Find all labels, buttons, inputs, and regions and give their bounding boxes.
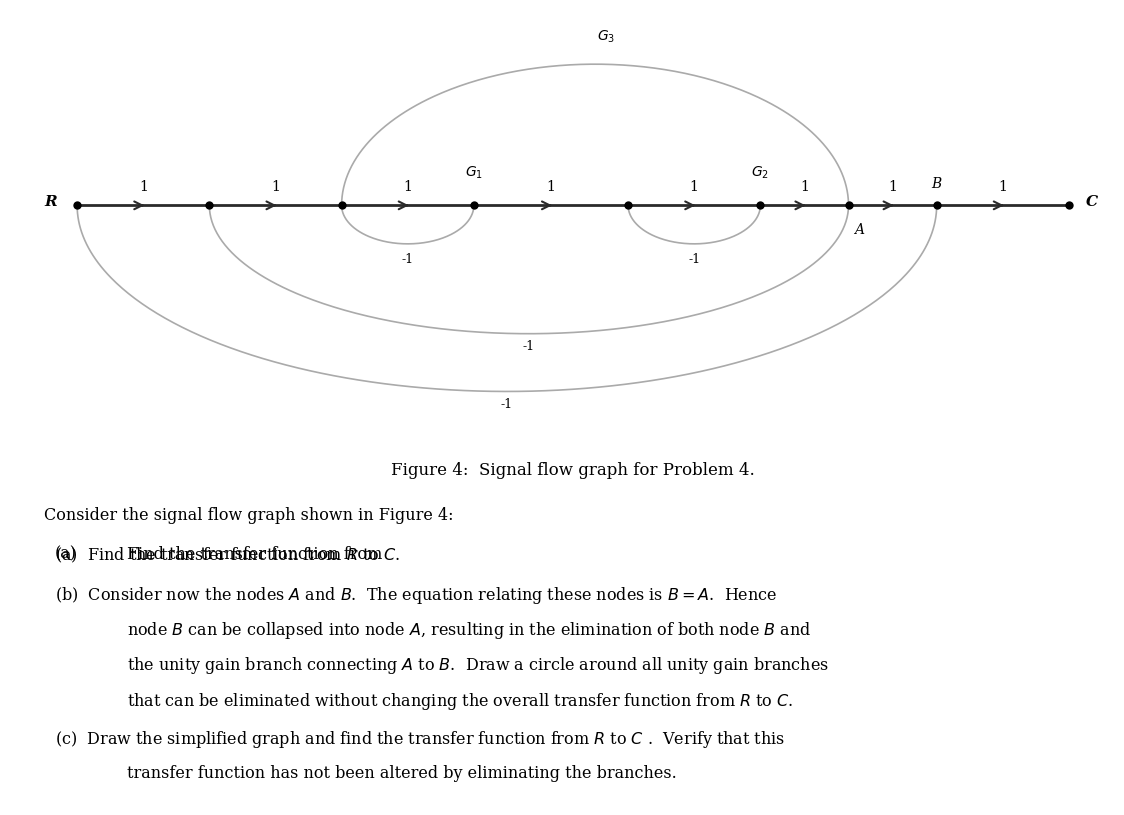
Text: 1: 1	[998, 180, 1007, 194]
Text: (c)  Draw the simplified graph and find the transfer function from $R$ to $C$ . : (c) Draw the simplified graph and find t…	[55, 729, 786, 751]
Text: 1: 1	[800, 180, 809, 194]
Text: -1: -1	[501, 398, 513, 411]
Text: A: A	[854, 223, 864, 237]
Text: -1: -1	[401, 253, 414, 267]
Text: $G_2$: $G_2$	[751, 165, 769, 181]
Text: 1: 1	[139, 180, 147, 194]
Text: 1: 1	[271, 180, 280, 194]
Text: 1: 1	[546, 180, 555, 194]
Text: Find the transfer function from: Find the transfer function from	[127, 546, 388, 563]
Text: -1: -1	[523, 340, 535, 353]
Text: $G_1$: $G_1$	[465, 165, 483, 181]
Text: the unity gain branch connecting $A$ to $B$.  Draw a circle around all unity gai: the unity gain branch connecting $A$ to …	[127, 655, 828, 676]
Text: Consider the signal flow graph shown in Figure 4:: Consider the signal flow graph shown in …	[44, 507, 454, 524]
Text: (b)  Consider now the nodes $A$ and $B$.  The equation relating these nodes is $: (b) Consider now the nodes $A$ and $B$. …	[55, 584, 778, 606]
Text: B: B	[932, 177, 942, 192]
Text: 1: 1	[690, 180, 699, 194]
Text: (a)  Find the transfer function from $R$ to $C$.: (a) Find the transfer function from $R$ …	[55, 546, 400, 565]
Text: that can be eliminated without changing the overall transfer function from $R$ t: that can be eliminated without changing …	[127, 690, 794, 711]
Text: 1: 1	[404, 180, 413, 194]
Text: -1: -1	[688, 253, 700, 267]
Text: 1: 1	[888, 180, 897, 194]
Text: $G_3$: $G_3$	[597, 29, 615, 45]
Text: R: R	[45, 195, 57, 209]
Text: node $B$ can be collapsed into node $A$, resulting in the elimination of both no: node $B$ can be collapsed into node $A$,…	[127, 620, 812, 641]
Text: transfer function has not been altered by eliminating the branches.: transfer function has not been altered b…	[127, 764, 677, 782]
Text: (a): (a)	[55, 546, 78, 563]
Text: C: C	[1086, 195, 1097, 209]
Text: Figure 4:  Signal flow graph for Problem 4.: Figure 4: Signal flow graph for Problem …	[391, 462, 755, 479]
